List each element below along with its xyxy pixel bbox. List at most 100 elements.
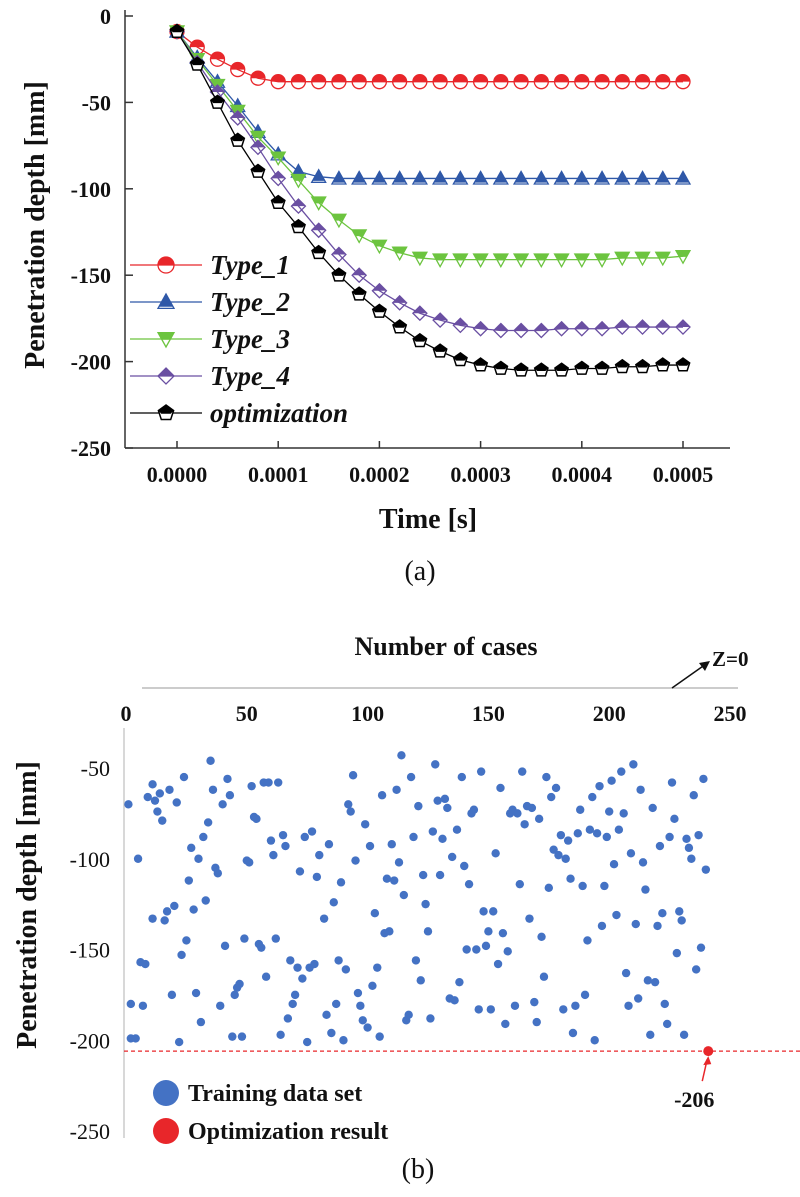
panel-a-point-Type_1 (311, 74, 327, 90)
panel-b-x-tick-label: 200 (593, 701, 626, 726)
panel-b-training-point (605, 807, 614, 816)
panel-b-training-point (542, 772, 551, 782)
panel-b-training-point (124, 800, 133, 809)
panel-a-point-optimization (655, 357, 671, 372)
panel-a-legend-marker (156, 292, 176, 310)
panel-b-training-point (351, 856, 360, 865)
panel-a-point-Type_1 (230, 61, 246, 78)
panel-b-training-point (539, 972, 549, 981)
panel-b-training-point (474, 1005, 483, 1014)
panel-b-training-point (327, 1028, 336, 1038)
panel-a-point-optimization (351, 286, 367, 301)
panel-a-point-Type_2 (553, 170, 570, 185)
panel-b-training-point (331, 999, 341, 1009)
panel-b-training-point (409, 832, 418, 842)
panel-b-training-point (286, 956, 295, 965)
panel-a-point-Type_3 (654, 251, 671, 267)
panel-b-y-tick-label: -50 (81, 756, 110, 781)
panel-a-point-optimization (311, 244, 327, 260)
panel-a-point-Type_4 (594, 320, 610, 337)
panel-b-training-point (443, 803, 452, 813)
panel-a-point-Type_2 (310, 168, 327, 183)
panel-b-training-point (496, 783, 505, 793)
panel-a-point-optimization (634, 358, 651, 374)
panel-a-point-Type_1 (533, 74, 549, 90)
panel-a-point-optimization (331, 267, 347, 282)
panel-b-x-tick-label: 100 (351, 701, 384, 726)
panel-b-training-point (344, 800, 353, 809)
panel-b-training-point (141, 959, 150, 969)
panel-a-point-Type_4 (229, 110, 246, 126)
panel-b-training-point (609, 859, 619, 869)
panel-b-y-axis-title: Penetration depth [mm] (12, 761, 43, 1049)
panel-b-training-point (563, 836, 573, 845)
panel-b-training-point (353, 988, 363, 998)
panel-b-training-point (629, 760, 638, 769)
panel-a-legend-marker (156, 331, 176, 349)
panel-b-training-point (315, 850, 324, 860)
panel-b-training-point (271, 934, 280, 943)
panel-b-training-point (428, 827, 438, 836)
panel-b-y-tick-label: -150 (70, 938, 110, 963)
panel-b-training-point (527, 803, 537, 813)
panel-a-point-Type_1 (290, 74, 307, 90)
panel-b-training-point (576, 805, 585, 814)
panel-a-point-Type_2 (411, 170, 428, 185)
panel-b-annotation-arrowhead (699, 661, 710, 671)
panel-b-training-point (624, 1001, 633, 1010)
panel-a-point-optimization (169, 23, 185, 38)
panel-b-training-point (348, 771, 358, 780)
panel-b-training-point (300, 832, 309, 842)
panel-b-training-point (208, 785, 218, 794)
panel-a-point-optimization (230, 132, 246, 147)
panel-a-legend-label: Type_2 (210, 287, 290, 317)
panel-b-training-point (662, 1019, 672, 1029)
panel-a-legend: Type_1 Type_2 Type_3 Type_4 optimization (130, 250, 348, 428)
panel-b-training-point (617, 767, 626, 776)
panel-a-point-Type_4 (513, 322, 529, 339)
panel-a-legend-marker (157, 256, 175, 274)
caption-b: (b) (402, 1154, 435, 1185)
panel-b-training-point (544, 883, 553, 892)
panel-b-training-point (269, 850, 278, 860)
panel-a-legend-marker (157, 367, 175, 385)
panel-b-training-point (126, 999, 136, 1009)
panel-a-point-Type_1 (493, 74, 509, 90)
panel-a-point-Type_3 (411, 251, 428, 267)
panel-a-legend-label: Type_3 (210, 324, 290, 354)
panel-a-point-Type_2 (634, 170, 651, 185)
panel-b-training-point (650, 977, 660, 987)
panel-b-training-point (694, 830, 703, 840)
panel-b-training-point (447, 852, 457, 862)
panel-b-training-point (489, 907, 498, 916)
panel-b-training-point (612, 910, 621, 920)
panel-b-training-point (307, 827, 317, 836)
panel-b-annotation-arrow (671, 663, 707, 689)
panel-b-training-point (235, 979, 244, 989)
panel-b-training-point (191, 988, 201, 998)
panel-a-point-Type_3 (614, 251, 631, 267)
panel-b-training-point (493, 959, 503, 969)
panel-b-training-point (230, 990, 239, 1000)
panel-a-point-Type_2 (351, 170, 368, 185)
panel-b-training-point (201, 896, 210, 905)
panel-a-point-Type_2 (533, 170, 550, 185)
panel-b-x-tick-label: 50 (236, 701, 258, 726)
panel-a-point-Type_1 (250, 70, 266, 86)
panel-a-x-axis-title: Time [s] (379, 504, 477, 535)
panel-a-point-Type_3 (229, 104, 246, 120)
panel-b-training-point (220, 941, 230, 951)
panel-b-training-point (155, 789, 165, 798)
panel-b-training-point (423, 927, 433, 936)
panel-a-point-Type_2 (573, 170, 590, 185)
panel-b-training-point (346, 807, 355, 816)
panel-b-training-point (266, 836, 276, 845)
panel-b-training-point (153, 807, 162, 816)
panel-b-training-point (689, 791, 698, 800)
panel-b-training-point (503, 947, 512, 956)
panel-a-point-optimization (392, 319, 408, 334)
panel-b-annotation-label: Z=0 (712, 647, 748, 671)
panel-b-training-point (679, 1030, 689, 1040)
panel-a-point-Type_3 (310, 196, 327, 211)
panel-a-y-tick-label: -150 (71, 263, 111, 288)
